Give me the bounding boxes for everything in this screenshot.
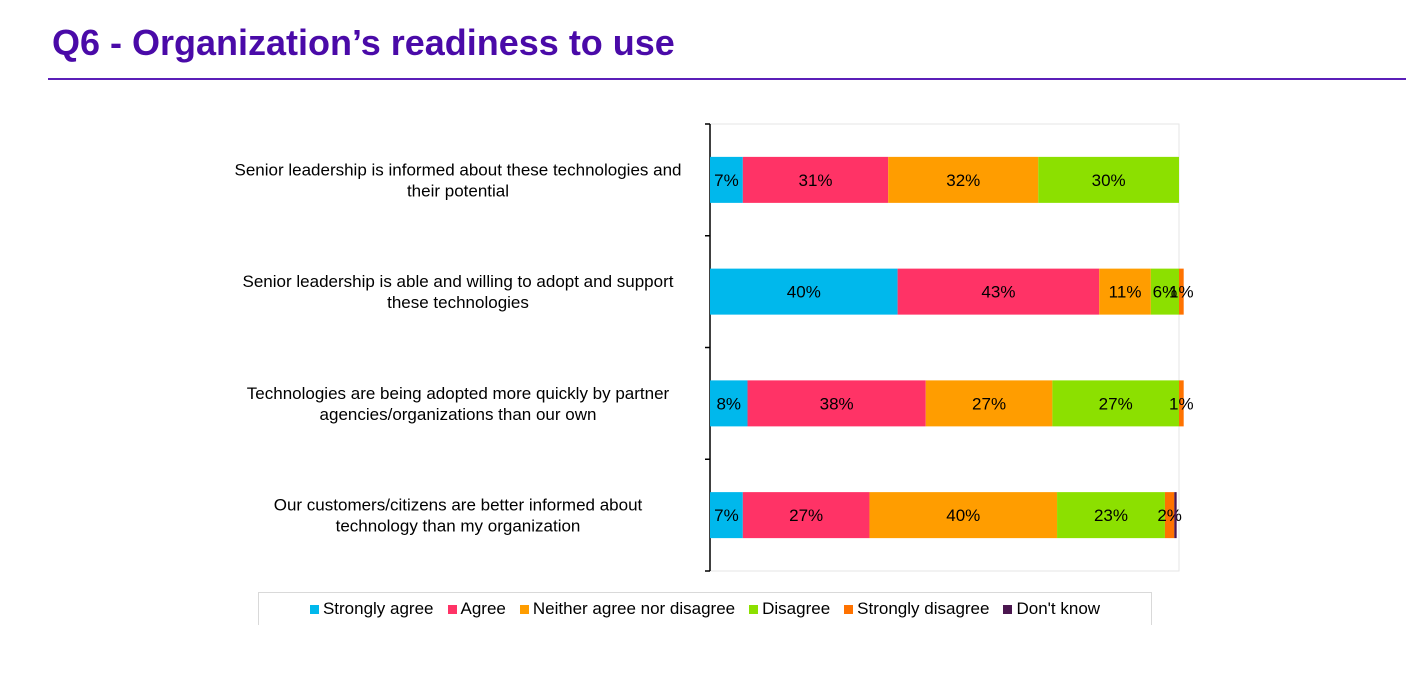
data-label: 7% <box>714 506 739 525</box>
data-label: 27% <box>789 506 823 525</box>
legend-label: Don't know <box>1016 599 1101 618</box>
legend-label: Disagree <box>762 599 831 618</box>
legend-item: Strongly disagree <box>844 599 989 619</box>
data-label: 32% <box>946 171 980 190</box>
legend-swatch <box>1003 604 1013 614</box>
bar-segment <box>710 156 743 203</box>
category-label: Senior leadership is informed about thes… <box>234 160 681 200</box>
legend-swatch <box>447 604 457 614</box>
bar-segment <box>747 380 926 427</box>
data-label: 27% <box>1099 394 1133 413</box>
data-label: 43% <box>981 283 1015 302</box>
bar-segment <box>1150 268 1179 315</box>
bar-segment <box>1179 380 1184 427</box>
data-label: 27% <box>972 394 1006 413</box>
bar-segment <box>710 380 748 427</box>
category-label: Senior leadership is able and willing to… <box>243 272 674 312</box>
data-label: 40% <box>787 283 821 302</box>
data-label: 23% <box>1094 506 1128 525</box>
bar-segment <box>897 268 1100 315</box>
bar-segment <box>1038 156 1179 203</box>
legend-swatch <box>519 604 529 614</box>
bar-segment <box>1164 492 1175 539</box>
legend-swatch <box>844 604 854 614</box>
category-label: Technologies are being adopted more quic… <box>247 384 670 424</box>
data-label: 6% <box>1153 283 1178 302</box>
data-label: 38% <box>820 394 854 413</box>
chart-legend: Strongly agree Agree Neither agree nor dis… <box>258 592 1152 625</box>
legend-swatch <box>749 604 759 614</box>
legend-label: Neither agree nor disagree <box>532 599 736 618</box>
category-label: Our customers/citizens are better inform… <box>274 496 643 536</box>
data-label: 30% <box>1092 171 1126 190</box>
data-label: 31% <box>799 171 833 190</box>
legend-item: Don't know <box>1003 599 1100 619</box>
bar-segment <box>1057 492 1165 539</box>
bar-segment <box>742 156 889 203</box>
title-divider <box>48 78 1406 80</box>
bar-segment <box>888 156 1039 203</box>
legend-item: Neither agree nor disagree <box>519 599 736 619</box>
data-label: 1% <box>1169 283 1194 302</box>
legend-swatch <box>309 604 319 614</box>
legend-label: Agree <box>460 599 506 618</box>
data-label: 7% <box>714 171 739 190</box>
data-label: 1% <box>1169 394 1194 413</box>
legend-item: Agree <box>447 599 506 619</box>
data-label: 40% <box>946 506 980 525</box>
data-label: 2% <box>1157 506 1182 525</box>
bar-segment <box>710 492 743 539</box>
bar-segment <box>925 380 1053 427</box>
bar-segment <box>869 492 1058 539</box>
bar-segment <box>1174 492 1177 539</box>
legend-label: Strongly agree <box>322 599 434 618</box>
legend-item: Strongly agree <box>309 599 434 619</box>
legend-label: Strongly disagree <box>857 599 990 618</box>
bar-segment <box>1179 268 1184 315</box>
data-label: 8% <box>716 394 741 413</box>
bar-segment <box>710 268 898 315</box>
legend-item: Disagree <box>749 599 830 619</box>
bar-segment <box>742 492 870 539</box>
bar-segment <box>1052 380 1179 427</box>
page-title: Q6 - Organization’s readiness to use <box>52 22 675 63</box>
bar-segment <box>1099 268 1151 315</box>
data-label: 11% <box>1109 283 1142 302</box>
